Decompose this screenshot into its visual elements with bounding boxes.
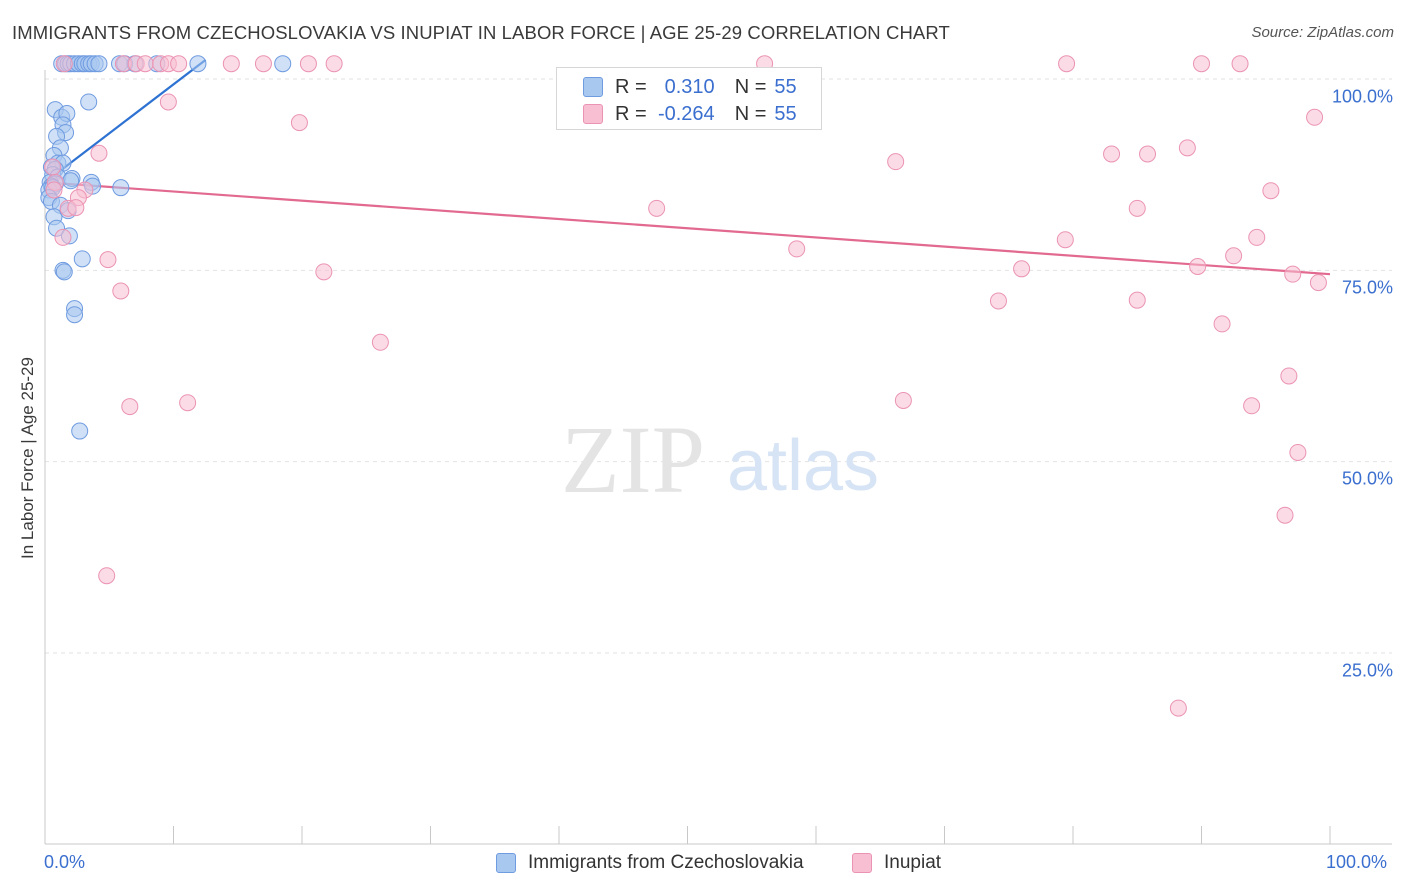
- data-point: [112, 179, 130, 197]
- data-point: [1306, 108, 1324, 126]
- data-point: [1213, 315, 1231, 333]
- y-tick-label-50: 50.0%: [1341, 468, 1393, 489]
- data-point: [44, 158, 62, 176]
- data-point: [66, 306, 84, 324]
- data-point: [45, 181, 63, 199]
- r-label: R =: [615, 102, 647, 125]
- data-point: [1248, 228, 1266, 246]
- legend-label: Immigrants from Czechoslovakia: [528, 852, 804, 873]
- data-point: [98, 567, 116, 585]
- chart-title: IMMIGRANTS FROM CZECHOSLOVAKIA VS INUPIA…: [12, 22, 950, 43]
- data-point: [1280, 367, 1298, 385]
- data-point: [73, 250, 91, 268]
- data-point: [179, 394, 197, 412]
- data-point: [112, 282, 130, 300]
- grid-lines: [45, 78, 1392, 654]
- legend-row-inupiat: R = -0.264 N = 55: [583, 102, 797, 126]
- legend-row-czechoslovakia: R = 0.310 N = 55: [583, 75, 797, 99]
- data-point: [99, 251, 117, 269]
- data-point: [254, 55, 272, 73]
- data-point: [290, 114, 308, 132]
- data-point: [67, 199, 85, 217]
- data-point: [55, 55, 73, 73]
- data-point: [1013, 260, 1031, 278]
- data-point: [299, 55, 317, 73]
- data-point: [1262, 182, 1280, 200]
- data-point: [1056, 231, 1074, 249]
- data-point: [170, 55, 188, 73]
- data-point: [1289, 443, 1307, 461]
- data-point: [1231, 55, 1249, 73]
- data-point: [894, 391, 912, 409]
- data-point: [1169, 699, 1187, 717]
- series-czechoslovakia: [40, 55, 292, 440]
- data-point: [159, 93, 177, 111]
- data-point: [788, 240, 806, 258]
- data-point: [222, 55, 240, 73]
- r-value: -0.264: [657, 102, 715, 125]
- data-point: [1178, 139, 1196, 157]
- legend-label: Inupiat: [884, 852, 942, 873]
- data-point: [189, 55, 207, 73]
- scatter-points: [40, 55, 1327, 717]
- data-point: [315, 263, 333, 281]
- data-point: [1309, 274, 1327, 292]
- legend-item-inupiat: Inupiat: [852, 852, 941, 874]
- correlation-legend: R = 0.310 N = 55 R = -0.264 N = 55: [556, 67, 822, 130]
- y-axis-label: In Labor Force | Age 25-29: [18, 357, 37, 559]
- data-point: [1058, 55, 1076, 73]
- data-point: [887, 153, 905, 171]
- data-point: [325, 55, 343, 73]
- x-tick-label-min: 0.0%: [44, 852, 86, 872]
- data-point: [371, 333, 389, 351]
- data-point: [1189, 258, 1207, 276]
- data-point: [136, 55, 154, 73]
- y-tick-label-25: 25.0%: [1341, 660, 1393, 681]
- n-label: N =: [734, 75, 767, 98]
- watermark-zip: ZIP: [561, 406, 705, 513]
- data-point: [1139, 145, 1157, 163]
- r-value: 0.310: [664, 75, 715, 98]
- data-point: [1128, 291, 1146, 309]
- data-point: [648, 199, 666, 217]
- data-point: [90, 144, 108, 162]
- pink-swatch: [852, 853, 872, 873]
- data-point: [90, 55, 108, 73]
- data-point: [121, 398, 139, 416]
- source-label: Source: ZipAtlas.com: [1251, 24, 1394, 41]
- data-point: [55, 263, 73, 281]
- data-point: [62, 172, 80, 190]
- legend-item-czechoslovakia: Immigrants from Czechoslovakia: [496, 852, 804, 874]
- data-point: [1103, 145, 1121, 163]
- data-point: [274, 55, 292, 73]
- x-tick-label-max: 100.0%: [1326, 852, 1388, 872]
- n-value: 55: [774, 102, 797, 125]
- data-point: [1193, 55, 1210, 73]
- pink-swatch: [583, 104, 603, 124]
- trend-lines: [44, 58, 1331, 276]
- r-label: R =: [615, 75, 647, 98]
- data-point: [1225, 247, 1243, 265]
- data-point: [1276, 506, 1294, 524]
- blue-swatch: [496, 853, 516, 873]
- data-point: [1243, 397, 1261, 415]
- data-point: [80, 93, 98, 111]
- data-point: [71, 422, 89, 440]
- series-inupiat: [44, 55, 1327, 717]
- data-point: [54, 228, 72, 246]
- y-tick-label-100: 100.0%: [1331, 86, 1393, 107]
- y-tick-label-75: 75.0%: [1341, 277, 1393, 298]
- n-label: N =: [734, 102, 767, 125]
- trend-line-czechoslovakia: [44, 58, 207, 184]
- trend-line-inupiat: [44, 181, 1331, 276]
- data-point: [1284, 265, 1302, 283]
- blue-swatch: [583, 77, 603, 97]
- axes: [44, 70, 1392, 845]
- n-value: 55: [774, 75, 797, 98]
- watermark-atlas: atlas: [727, 426, 879, 506]
- data-point: [989, 292, 1007, 310]
- data-point: [1128, 199, 1146, 217]
